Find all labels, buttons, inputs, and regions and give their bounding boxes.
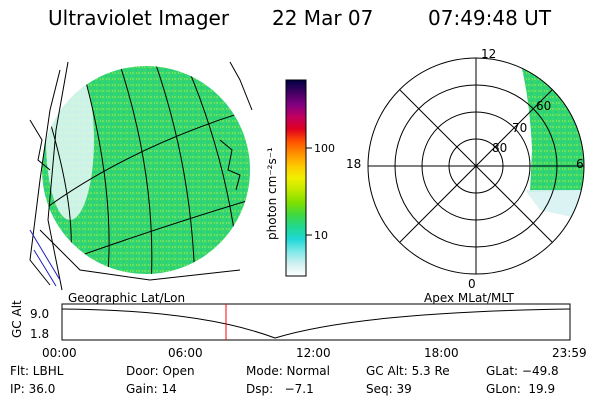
date-label: 22 Mar 07	[272, 6, 374, 30]
geo-terminator	[29, 229, 61, 287]
footer-gc-alt: GC Alt: 5.3 Re	[366, 364, 450, 378]
footer-glon: GLon: 19.9	[486, 382, 556, 396]
polar-grid	[367, 57, 585, 275]
footer-glat: GLat: −49.8	[486, 364, 559, 378]
geo-panel-label: Geographic Lat/Lon	[68, 291, 185, 305]
geo-coastline	[29, 61, 253, 291]
colorbar-scale	[285, 79, 307, 277]
colorbar-tick-10: 10	[314, 229, 328, 242]
altitude-axis-title: GC Alt	[10, 300, 24, 338]
colorbar: 100 10 photon cm⁻²s⁻¹	[265, 79, 335, 277]
altitude-tick-low: 1.8	[30, 327, 49, 341]
app-title: Ultraviolet Imager	[48, 6, 230, 30]
mlat-label-80: 80	[492, 141, 507, 155]
footer-ip: IP: 36.0	[10, 382, 56, 396]
mlt-label-18: 18	[346, 157, 361, 171]
mlat-label-70: 70	[512, 121, 527, 135]
time-tick-0000: 00:00	[42, 346, 77, 360]
footer-gain: Gain: 14	[126, 382, 177, 396]
mlt-label-6: 6	[576, 157, 584, 171]
footer-seq: Seq: 39	[366, 382, 412, 396]
colorbar-unit-label: photon cm⁻²s⁻¹	[265, 147, 279, 240]
geo-image-panel	[29, 61, 253, 291]
mlt-label-0: 0	[468, 277, 476, 291]
altitude-curve	[61, 308, 571, 339]
time-tick-1800: 18:00	[424, 346, 459, 360]
time-label: 07:49:48 UT	[428, 6, 552, 30]
time-tick-0600: 06:00	[168, 346, 203, 360]
mlt-label-12: 12	[481, 47, 496, 61]
mlat-label-60: 60	[536, 99, 551, 113]
altitude-tick-high: 9.0	[30, 307, 49, 321]
footer-mode: Mode: Normal	[246, 364, 330, 378]
footer-filter: Flt: LBHL	[10, 364, 64, 378]
altitude-strip: Geographic Lat/Lon Apex MLat/MLT GC Alt …	[10, 291, 587, 360]
time-tick-1200: 12:00	[296, 346, 331, 360]
footer-door: Door: Open	[126, 364, 195, 378]
altitude-frame	[61, 303, 571, 341]
polar-panel-label: Apex MLat/MLT	[424, 291, 514, 305]
colorbar-tick-100: 100	[314, 142, 335, 155]
geo-aurora-disk	[42, 66, 250, 274]
polar-plot: 12 18 0 6 60 70 80	[346, 47, 585, 291]
footer-dsp: Dsp: −7.1	[246, 382, 314, 396]
time-tick-2359: 23:59	[552, 346, 587, 360]
